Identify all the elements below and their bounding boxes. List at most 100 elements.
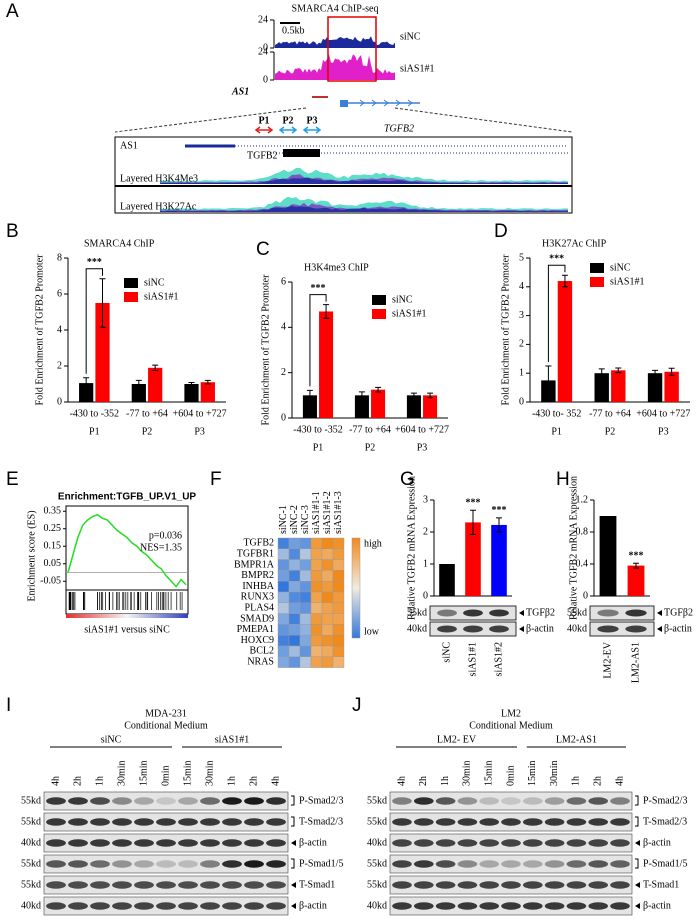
y-axis-label: Fold Enrichment of TGFB2 Promoter: [260, 274, 271, 426]
heatmap-cell: [310, 635, 323, 647]
protein-label: β-actin: [299, 837, 327, 848]
rank-bar: [66, 614, 188, 618]
heatmap-cell: [277, 570, 290, 582]
error-bar: [598, 368, 605, 379]
kd-label: 40kd: [367, 837, 387, 848]
y-tick-label: 3: [519, 310, 524, 321]
blot-band: [625, 609, 647, 617]
y-tick-label: 0: [583, 590, 588, 601]
protein-label: β-actin: [664, 623, 692, 634]
lane-label: 4h: [270, 776, 281, 786]
significance-label: ***: [87, 257, 102, 268]
primer-label: P1: [313, 442, 324, 453]
blot-band: [178, 902, 198, 910]
blot-band: [501, 860, 521, 868]
group-label: LM2- EV: [437, 734, 477, 745]
blot-arrow: [291, 882, 296, 888]
lane-label: 0min: [505, 765, 516, 786]
heatmap-cell: [288, 624, 301, 636]
column-label: siNC-2: [289, 505, 300, 534]
blot-band: [266, 818, 286, 826]
stat-label: NES=1.35: [140, 542, 182, 553]
y-axis-label: Relative TGFB2 mRNA Expression: [568, 476, 579, 620]
blot-band: [244, 797, 264, 805]
bar: [354, 395, 369, 418]
protein-label: T-Smad1: [299, 879, 335, 890]
primer-label: P1: [258, 115, 269, 126]
heatmap-cell: [332, 559, 345, 571]
blot-band: [222, 839, 242, 847]
column-label: siNC-1: [278, 505, 289, 534]
cell-line: MDA-231: [145, 708, 187, 719]
heatmap-cell: [277, 537, 290, 550]
kd-label: 55kd: [367, 816, 387, 827]
kd-label: 55kd: [367, 795, 387, 806]
significance-label: ***: [492, 505, 507, 516]
blot-band: [266, 902, 286, 910]
heatmap-cell: [321, 581, 334, 593]
row-label: HOXC9: [241, 635, 274, 646]
heatmap-cell: [310, 613, 323, 625]
blot-band: [134, 881, 154, 889]
row-label: RUNX3: [241, 592, 274, 603]
inset-peaks: [160, 202, 568, 212]
legend-label: siNC: [610, 262, 631, 273]
protein-label: β-actin: [526, 623, 554, 634]
inset-tgfb2-exon: [283, 149, 320, 157]
heatmap-cell: [288, 559, 301, 571]
error-bar: [306, 389, 313, 401]
protein-label: P-Smad1/5: [299, 858, 343, 869]
x-tick-label: +604 to +727: [395, 424, 449, 435]
heatmap-cell: [288, 656, 301, 668]
heatmap-cell: [332, 656, 345, 668]
lane-label: 15min: [182, 760, 193, 786]
panel-letter: B: [6, 221, 19, 242]
tgfb2-gene: [340, 100, 348, 107]
heatmap-cell: [332, 613, 345, 625]
error-bar: [83, 377, 90, 389]
y-tick-label: 4: [519, 281, 524, 292]
blot-band: [222, 797, 242, 805]
kd-label: 40kd: [367, 900, 387, 911]
chart-title: Enrichment:TGFB_UP.V1_UP: [58, 492, 197, 503]
heatmap-cell: [310, 581, 323, 593]
panel-letter: A: [6, 1, 19, 22]
blot-band: [134, 860, 154, 868]
x-tick-label: +604 to +727: [636, 408, 690, 419]
row-label: BMPR1A: [234, 559, 275, 570]
bar: [491, 524, 507, 596]
blot-arrow: [291, 903, 296, 909]
blot-band: [244, 818, 264, 826]
error-bar: [358, 391, 365, 400]
bar: [302, 395, 317, 418]
heatmap-cell: [332, 548, 345, 560]
inset-peaks: [160, 196, 568, 212]
x-tick-label: siAS1#1: [467, 642, 478, 676]
highlight-box: [327, 16, 377, 82]
blot-band: [156, 818, 176, 826]
legend-label: siAS1#1: [610, 276, 644, 287]
heatmap-cell: [288, 613, 301, 625]
heatmap-cell: [321, 537, 334, 550]
protein-label: T-Smad2/3: [643, 816, 687, 827]
blot-band: [68, 881, 88, 889]
heatmap-cell: [288, 548, 301, 560]
row-label: INHBA: [242, 581, 274, 592]
y-tick-label: 0: [519, 396, 524, 407]
blot-band: [489, 625, 509, 633]
blot-arrow: [657, 610, 662, 616]
lane-label: 2h: [248, 776, 259, 786]
heatmap-cell: [277, 624, 290, 636]
blot-band: [156, 797, 176, 805]
primer-label: P3: [306, 115, 317, 126]
blot-arrow: [635, 840, 640, 846]
lane-label: 30min: [549, 760, 560, 786]
panel-letter: C: [256, 239, 270, 260]
kd-label: 55kd: [21, 795, 41, 806]
heatmap-cell: [299, 570, 312, 582]
strand-arrow: [359, 99, 365, 107]
blot-band: [134, 818, 154, 826]
x-axis-label: siAS1#1 versus siNC: [84, 624, 170, 635]
bar: [200, 382, 215, 402]
